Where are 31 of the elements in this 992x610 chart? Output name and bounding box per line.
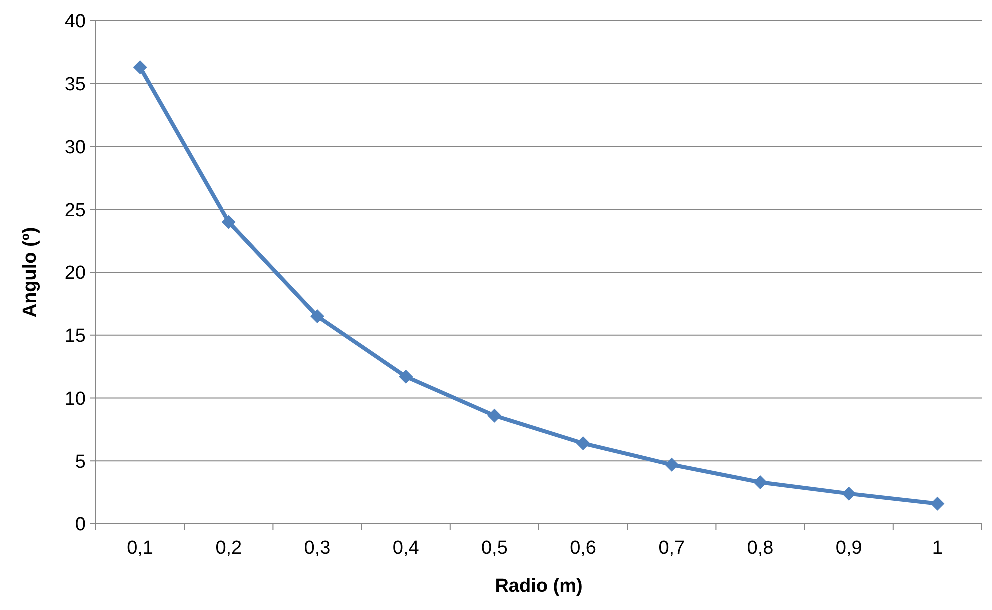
y-tick-label: 30 [64, 137, 86, 158]
point [488, 408, 502, 423]
point [222, 215, 236, 230]
x-tick-label: 1 [932, 538, 943, 559]
x-tick-label: 0,9 [836, 538, 862, 559]
y-tick-label: 25 [64, 200, 86, 222]
y-axis-title: Angulo (º) [20, 227, 41, 318]
x-tick-label: 0,4 [392, 538, 420, 559]
y-tick-label: 10 [64, 388, 86, 410]
x-tick-label: 0,3 [304, 538, 331, 559]
y-tick-label: 0 [75, 514, 86, 536]
point [399, 370, 414, 384]
y-tick-label: 15 [64, 326, 86, 348]
x-tick-label: 0,1 [127, 538, 154, 559]
y-tick-label: 35 [64, 74, 86, 96]
y-tick-label: 20 [64, 263, 86, 284]
x-tick-label: 0,6 [570, 538, 597, 559]
point [842, 486, 856, 501]
y-tick-label: 5 [75, 452, 86, 473]
x-axis-title: Radio (m) [495, 576, 583, 597]
point [930, 496, 945, 511]
x-tick-label: 0,2 [216, 538, 242, 559]
point [133, 60, 148, 75]
point [576, 436, 590, 451]
point [664, 458, 679, 472]
x-tick-label: 0,5 [481, 538, 508, 559]
x-tick-label: 0,8 [747, 538, 774, 559]
point [310, 310, 324, 324]
x-tick-label: 0,7 [658, 538, 686, 559]
y-tick-label: 40 [64, 12, 86, 33]
point [754, 476, 768, 490]
